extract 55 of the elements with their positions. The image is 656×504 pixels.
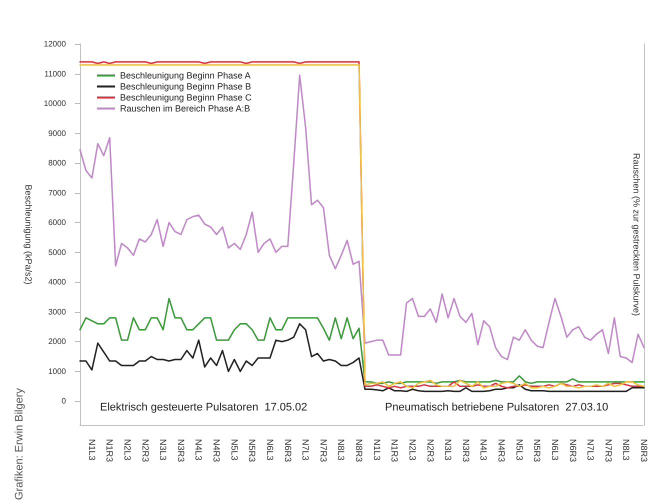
y-tick-label: 2000 xyxy=(48,337,67,346)
y-tick-label: 6000 xyxy=(48,218,67,228)
x-tick-label: N5R3 xyxy=(247,439,258,462)
x-tick-label: N2L3 xyxy=(407,439,418,461)
x-tick-label: N5L3 xyxy=(229,439,240,461)
x-tick-label: N8L3 xyxy=(336,439,346,461)
x-tick-label: N4R3 xyxy=(212,439,222,462)
annotation: Pneumatisch betriebene Pulsatoren 27.03.10 xyxy=(385,402,608,414)
x-tick-label: N7L3 xyxy=(300,439,311,461)
x-tick-label: N4R3 xyxy=(496,439,507,462)
y-tick-label: 12000 xyxy=(44,40,67,48)
x-tick-label: N2R3 xyxy=(425,439,436,462)
x-tick-label: N7R3 xyxy=(318,439,328,462)
y-tick-label: 5000 xyxy=(48,248,67,257)
legend-label: Rauschen im Bereich Phase A:B xyxy=(120,104,250,114)
x-tick-label: N8L3 xyxy=(621,439,632,461)
x-tick-label: N4L3 xyxy=(478,439,489,461)
x-tick-label: N1L3 xyxy=(372,439,382,461)
x-tick-label: N3L3 xyxy=(443,439,454,461)
x-tick-label: N6L3 xyxy=(264,439,275,461)
y-tick-label: 0 xyxy=(62,396,67,406)
y-tick-label: 4000 xyxy=(48,278,67,287)
annotation: Elektrisch gesteuerte Pulsatoren 17.05.02 xyxy=(100,402,308,414)
x-tick-label: N3R3 xyxy=(176,439,186,462)
line-series xyxy=(79,323,645,392)
legend-label: Beschleunigung Beginn Phase C xyxy=(120,92,252,102)
text: Grafiken: Erwin Bilgery xyxy=(14,388,26,500)
y-tick-label: 3000 xyxy=(48,307,67,316)
x-tick-label: N8R3 xyxy=(639,439,649,462)
x-tick-label: N5L3 xyxy=(514,439,524,461)
y-tick-label: 8000 xyxy=(48,158,67,168)
x-tick-label: N1L3 xyxy=(86,439,97,461)
x-tick-label: N8R3 xyxy=(354,439,364,462)
legend-label: Beschleunigung Beginn Phase B xyxy=(120,82,252,92)
y-tick-label: 11000 xyxy=(44,69,67,78)
x-tick-label: N1R3 xyxy=(104,439,115,462)
x-tick-label: N5R3 xyxy=(532,439,542,462)
y-axis-title: Beschleunigung (kPa/s2) xyxy=(23,184,34,285)
legend-label: Beschleunigung Beginn Phase A xyxy=(120,70,251,80)
x-tick-label: N6L3 xyxy=(550,439,560,461)
x-tick-label: N6R3 xyxy=(282,439,293,462)
x-tick-label: N4L3 xyxy=(194,439,204,461)
x-tick-label: N2L3 xyxy=(122,439,132,461)
x-tick-label: N3R3 xyxy=(460,439,471,462)
x-tick-label: N1R3 xyxy=(390,439,400,462)
y-tick-label: 1000 xyxy=(48,366,67,376)
x-tick-label: N2R3 xyxy=(140,439,150,462)
y-tick-label: 7000 xyxy=(48,188,67,198)
x-tick-label: N6R3 xyxy=(568,439,578,462)
y2-axis-title: Rauschen (% zur gestreckten Pulskurve) xyxy=(632,152,642,316)
x-tick-label: N7L3 xyxy=(586,439,596,461)
y-tick-label: 10000 xyxy=(44,99,67,108)
y-tick-label: 9000 xyxy=(48,128,67,138)
x-tick-label: N3L3 xyxy=(158,439,168,461)
x-tick-label: N7R3 xyxy=(603,439,614,462)
